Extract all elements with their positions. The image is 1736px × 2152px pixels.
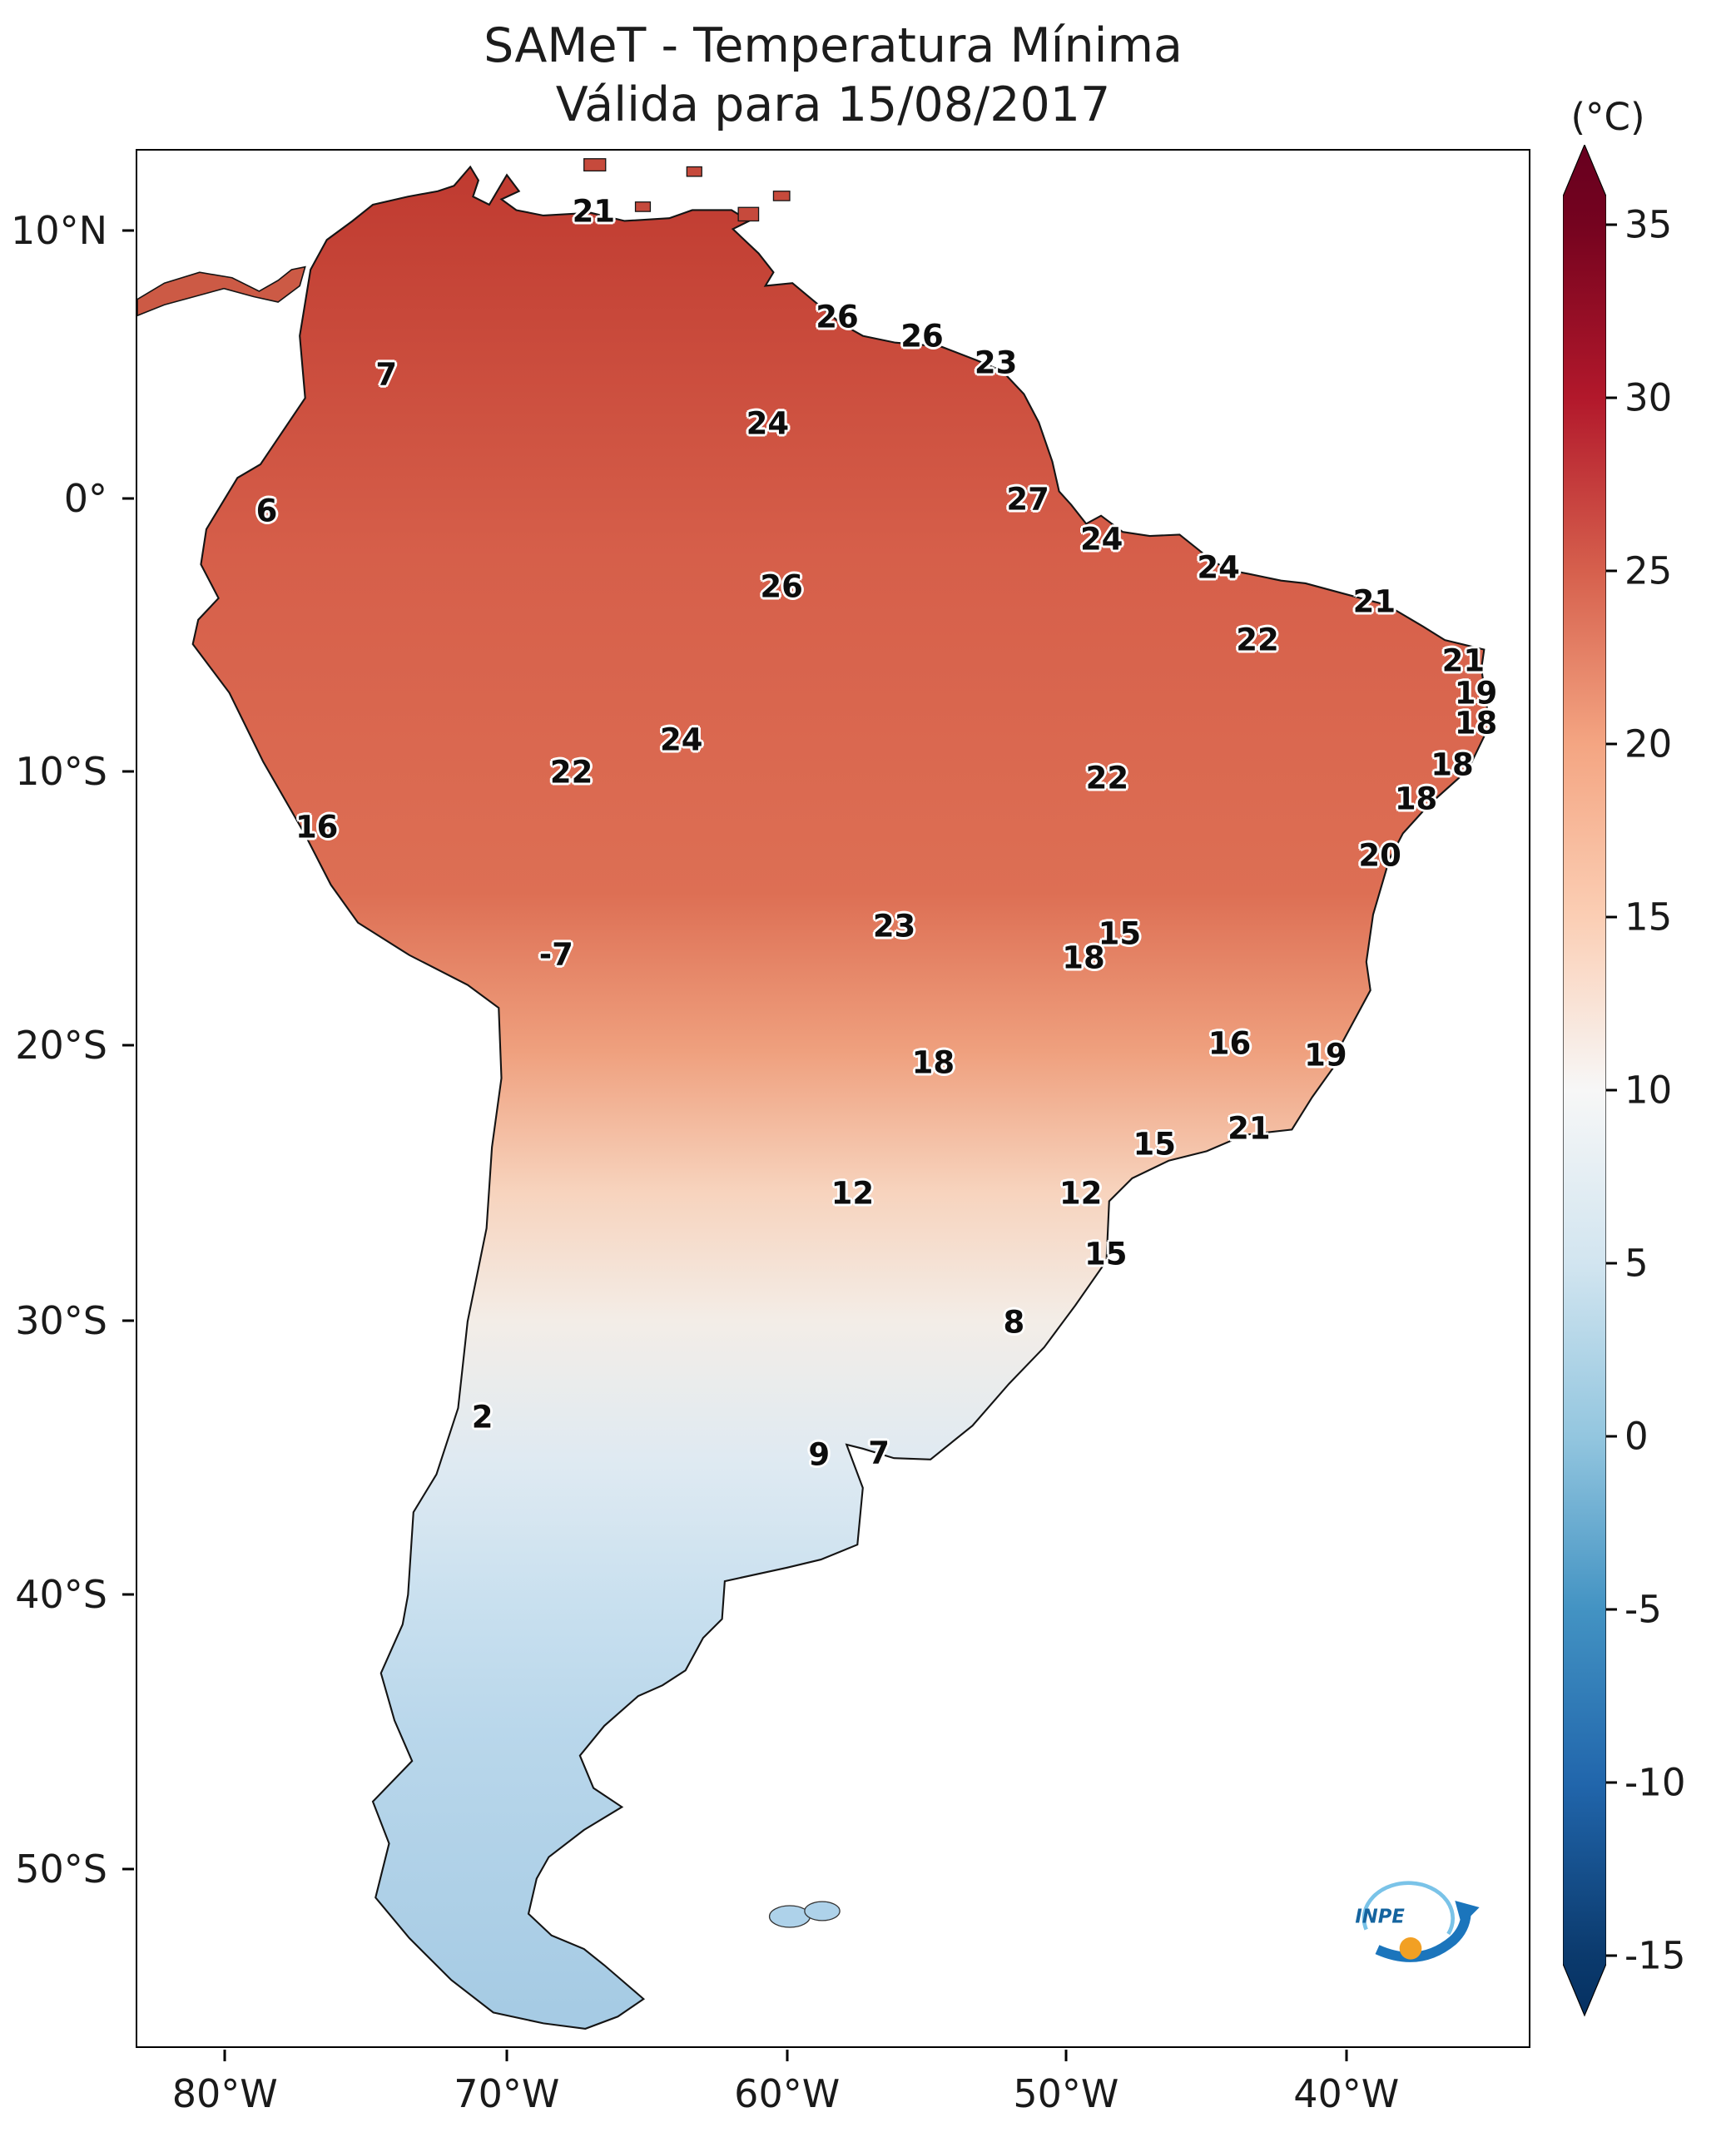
x-axis-tick-mark xyxy=(223,2050,226,2061)
y-axis-tick-label: 40°S xyxy=(15,1571,107,1617)
colorbar-tick-mark xyxy=(1606,1781,1617,1784)
logo-arrowhead-icon xyxy=(1455,1900,1480,1926)
figure-title-line2: Válida para 15/08/2017 xyxy=(555,77,1111,133)
colorbar-tick-label: -15 xyxy=(1624,1933,1686,1978)
y-axis-tick-label: 50°S xyxy=(15,1847,107,1892)
colorbar-tick-label: 15 xyxy=(1624,895,1673,940)
panama-isthmus xyxy=(137,265,306,317)
inpe-logo: INPE xyxy=(1341,1861,1487,1967)
x-axis-tick-mark xyxy=(1064,2050,1068,2061)
map-plot-area: 21 26 26 23 7 24 6 27 24 24 26 21 22 21 19 18 24 18 22 22 18… xyxy=(136,149,1530,2048)
colorbar-gradient xyxy=(1563,145,1606,2017)
colorbar-tick-mark xyxy=(1606,569,1617,573)
colorbar-tick-label: 20 xyxy=(1624,721,1673,766)
caribbean-islands xyxy=(583,158,791,222)
y-axis-tick-label: 10°N xyxy=(11,208,107,254)
colorbar-tick-mark xyxy=(1606,1088,1617,1092)
colorbar-tick-label: 0 xyxy=(1624,1414,1649,1459)
colorbar-unit-label: (°C) xyxy=(1570,95,1645,139)
y-axis-tick-label: 0° xyxy=(63,475,107,521)
logo-orbit-icon xyxy=(1362,1881,1456,1935)
x-axis-tick-label: 50°W xyxy=(1013,2071,1119,2116)
logo-arrow-icon xyxy=(1375,1913,1471,1962)
y-axis-tick-mark xyxy=(122,770,134,773)
x-axis-tick-mark xyxy=(505,2050,508,2061)
logo-text: INPE xyxy=(1356,1906,1406,1927)
colorbar-tick-label: -5 xyxy=(1624,1587,1662,1632)
latitude-axis: 10°N 0° 10°S 20°S 30°S 40°S 50°S xyxy=(0,149,136,2048)
x-axis-tick-label: 40°W xyxy=(1293,2071,1400,2116)
colorbar-tick-mark xyxy=(1606,1608,1617,1611)
colorbar-tick-mark xyxy=(1606,742,1617,746)
x-axis-tick-label: 80°W xyxy=(171,2071,278,2116)
x-axis-tick-mark xyxy=(786,2050,789,2061)
colorbar-tick-mark xyxy=(1606,1954,1617,1957)
y-axis-tick-mark xyxy=(122,1593,134,1596)
colorbar-tick-mark xyxy=(1606,915,1617,919)
colorbar-tick-label: -10 xyxy=(1624,1760,1686,1805)
longitude-axis: 80°W 70°W 60°W 50°W 40°W xyxy=(136,2048,1530,2148)
x-axis-tick-mark xyxy=(1345,2050,1348,2061)
colorbar-tick-label: 30 xyxy=(1624,375,1673,420)
colorbar-tick-label: 25 xyxy=(1624,548,1673,593)
y-axis-tick-mark xyxy=(122,1319,134,1322)
x-axis-tick-label: 60°W xyxy=(734,2071,841,2116)
x-axis-tick-label: 70°W xyxy=(454,2071,560,2116)
y-axis-tick-label: 20°S xyxy=(15,1023,107,1069)
colorbar-tick-label: 10 xyxy=(1624,1068,1673,1113)
coastline xyxy=(191,166,1490,2030)
y-axis-tick-mark xyxy=(122,1867,134,1871)
south-america-temperature-map xyxy=(137,158,1490,2030)
figure-title: SAMeT - Temperatura Mínima Válida para 1… xyxy=(136,17,1530,136)
colorbar xyxy=(1563,145,1606,2017)
logo-orange-dot-icon xyxy=(1399,1936,1422,1960)
colorbar-tick-mark xyxy=(1606,396,1617,399)
colorbar-tick-label: 5 xyxy=(1624,1241,1649,1286)
y-axis-tick-label: 30°S xyxy=(15,1297,107,1343)
falkland-islands xyxy=(768,1901,841,1928)
colorbar-tick-label: 35 xyxy=(1624,202,1673,247)
y-axis-tick-mark xyxy=(122,229,134,232)
y-axis-tick-mark xyxy=(122,497,134,500)
colorbar-tick-mark xyxy=(1606,223,1617,226)
colorbar-tick-mark xyxy=(1606,1262,1617,1265)
y-axis-tick-label: 10°S xyxy=(15,749,107,795)
figure-title-line1: SAMeT - Temperatura Mínima xyxy=(484,18,1183,73)
colorbar-tick-mark xyxy=(1606,1435,1617,1438)
y-axis-tick-mark xyxy=(122,1044,134,1047)
